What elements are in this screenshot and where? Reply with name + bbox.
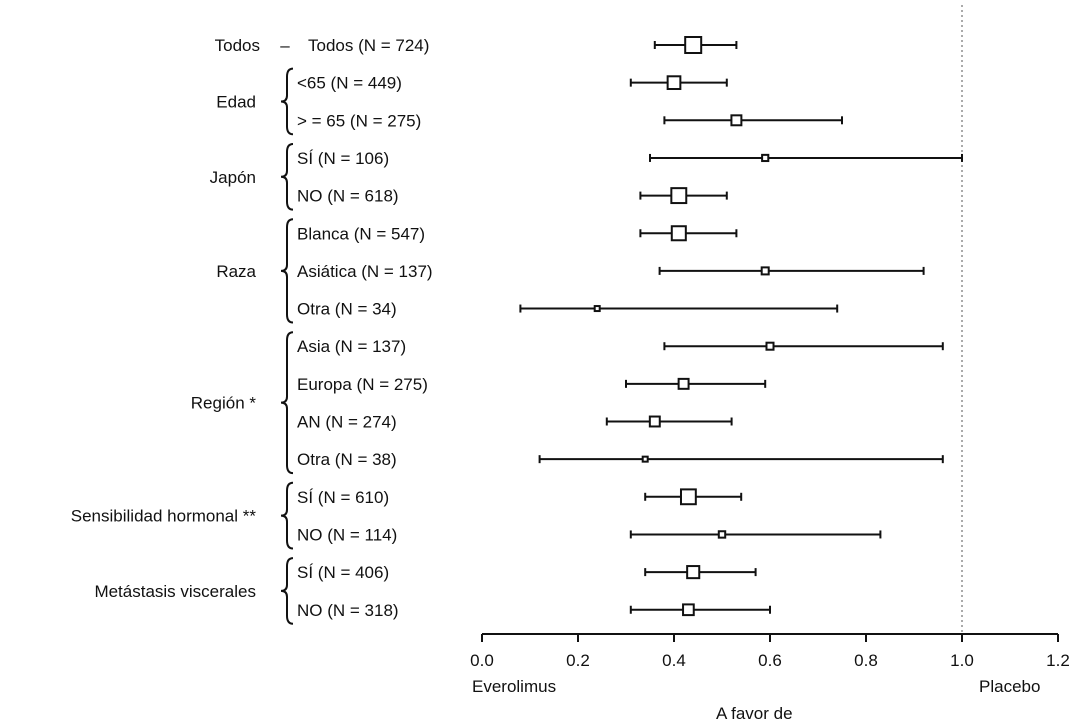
group-dash: –: [280, 36, 290, 55]
point-estimate: [717, 530, 727, 539]
point-estimate: [686, 565, 701, 580]
row-label: Otra (N = 38): [297, 450, 397, 469]
row-label: NO (N = 618): [297, 187, 399, 206]
group-brace: [280, 142, 294, 211]
x-tick-label: 0.2: [566, 651, 590, 670]
group-label: Región *: [191, 394, 257, 413]
point-estimate: [670, 225, 687, 242]
row-label: Todos (N = 724): [308, 36, 429, 55]
point-estimate: [670, 187, 688, 205]
x-tick-label: 0.0: [470, 651, 494, 670]
x-label-center: A favor de: [716, 704, 793, 723]
group-brace: [280, 481, 294, 550]
group-label: Todos: [215, 36, 260, 55]
x-tick-label: 0.8: [854, 651, 878, 670]
group-label: Japón: [210, 168, 256, 187]
group-brace: [280, 331, 294, 475]
group-label: Raza: [216, 262, 256, 281]
point-estimate: [677, 377, 690, 390]
point-estimate: [641, 455, 649, 463]
group-brace: [280, 557, 294, 625]
row-label: AN (N = 274): [297, 413, 397, 432]
group-brace: [280, 67, 294, 136]
point-estimate: [684, 36, 703, 54]
point-estimate: [682, 603, 695, 617]
row-label: Blanca (N = 547): [297, 224, 425, 243]
group-label: Metástasis viscerales: [94, 582, 256, 601]
row-label: > = 65 (N = 275): [297, 111, 421, 130]
x-tick-label: 0.4: [662, 651, 686, 670]
row-label: Asia (N = 137): [297, 337, 406, 356]
point-estimate: [679, 488, 697, 506]
row-label: SÍ (N = 406): [297, 563, 389, 582]
group-label: Sensibilidad hormonal **: [71, 507, 257, 526]
row-label: Asiática (N = 137): [297, 262, 433, 281]
x-tick-label: 1.0: [950, 651, 974, 670]
point-estimate: [666, 75, 682, 91]
point-estimate: [765, 341, 775, 351]
row-label: Otra (N = 34): [297, 300, 397, 319]
row-label: NO (N = 318): [297, 601, 399, 620]
row-label: NO (N = 114): [297, 525, 397, 544]
x-tick-label: 0.6: [758, 651, 782, 670]
point-estimate: [761, 153, 770, 163]
group-brace: [280, 218, 294, 324]
row-label: Europa (N = 275): [297, 375, 428, 394]
x-label-right: Placebo: [979, 677, 1040, 696]
x-label-left: Everolimus: [472, 677, 556, 696]
group-label: Edad: [216, 92, 256, 111]
row-label: SÍ (N = 610): [297, 488, 389, 507]
row-label: SÍ (N = 106): [297, 149, 389, 168]
row-label: <65 (N = 449): [297, 74, 402, 93]
point-estimate: [648, 415, 661, 428]
point-estimate: [760, 266, 770, 276]
point-estimate: [593, 305, 601, 313]
x-axis: 0.0 0.2 0.4 0.6 0.8 1.0 1.2 Everolimus Placebo…: [470, 633, 1070, 723]
point-estimate: [730, 114, 743, 127]
x-tick-label: 1.2: [1046, 651, 1070, 670]
